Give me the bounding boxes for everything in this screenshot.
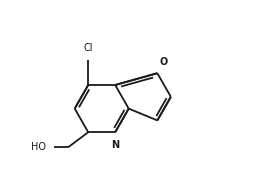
Text: Cl: Cl [84,43,93,53]
Text: HO: HO [31,142,46,152]
Text: N: N [111,140,119,150]
Text: O: O [160,57,168,67]
